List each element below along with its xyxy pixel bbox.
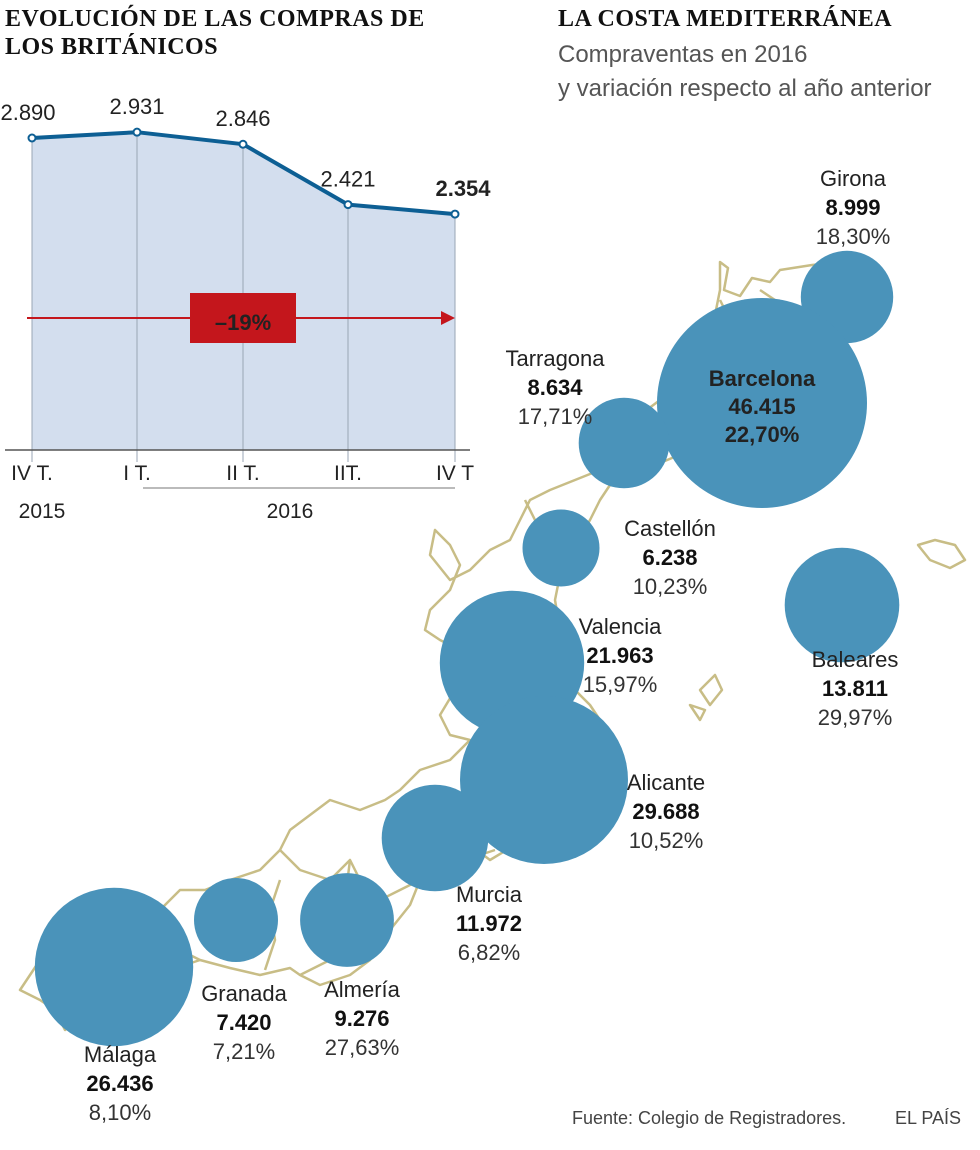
label-pct-almeria: 27,63% <box>325 1035 400 1060</box>
label-value-tarragona: 8.634 <box>527 375 583 400</box>
data-label-2: 2.846 <box>215 106 270 131</box>
map-labels: Girona 8.999 18,30% Barcelona 46.415 22,70% Ta… <box>84 166 899 1125</box>
bubble-alicante <box>460 696 628 864</box>
label-value-granada: 7.420 <box>216 1010 271 1035</box>
bubble-tarragona <box>578 397 670 489</box>
change-badge <box>190 293 296 343</box>
data-point-0 <box>27 133 37 143</box>
label-pct-malaga: 8,10% <box>89 1100 151 1125</box>
label-name-murcia: Murcia <box>456 882 523 907</box>
map-subtitle: Compraventas en 2016 y variación respect… <box>558 38 978 106</box>
label-pct-barcelona: 22,70% <box>725 422 800 447</box>
year-label-1: 2016 <box>267 500 314 523</box>
x-tick-2: II T. <box>226 462 259 485</box>
bubble-granada <box>194 878 278 962</box>
label-name-alicante: Alicante <box>627 770 705 795</box>
label-value-girona: 8.999 <box>825 195 880 220</box>
menorca-outline <box>916 538 967 570</box>
label-value-malaga: 26.436 <box>86 1071 153 1096</box>
year-label-0: 2015 <box>19 500 66 523</box>
label-value-castellon: 6.238 <box>642 545 697 570</box>
label-name-castellon: Castellón <box>624 516 716 541</box>
formentera-outline <box>688 703 707 722</box>
data-label-4: 2.354 <box>435 176 491 201</box>
change-arrow-head <box>441 311 455 325</box>
map-subtitle-line1: Compraventas en 2016 <box>558 41 808 68</box>
left-chart-title: EVOLUCIÓN DE LAS COMPRAS DE LOS BRITÁNIC… <box>5 6 425 60</box>
bubble-almeria <box>300 873 394 967</box>
bubble-murcia <box>381 784 489 892</box>
bubble-baleares <box>784 547 900 663</box>
label-name-valencia: Valencia <box>579 614 663 639</box>
x-tick-3: IIT. <box>334 462 362 485</box>
data-point-3 <box>343 200 353 210</box>
data-label-3: 2.421 <box>320 167 375 192</box>
label-name-granada: Granada <box>201 981 287 1006</box>
label-name-girona: Girona <box>820 166 887 191</box>
data-point-4 <box>450 209 460 219</box>
data-label-0: 2.890 <box>0 100 55 125</box>
label-value-barcelona: 46.415 <box>728 394 795 419</box>
data-label-1: 2.931 <box>109 94 164 119</box>
label-pct-alicante: 10,52% <box>629 828 704 853</box>
label-pct-girona: 18,30% <box>816 224 891 249</box>
label-value-murcia: 11.972 <box>456 911 522 936</box>
x-tick-1: I T. <box>123 462 151 485</box>
label-value-almeria: 9.276 <box>334 1006 389 1031</box>
data-point-2 <box>238 139 248 149</box>
ibiza-outline <box>698 673 724 707</box>
line-chart: 2.890 2.931 2.846 2.421 2.354 IV T. I T. II T. I… <box>0 94 491 523</box>
label-value-baleares: 13.811 <box>822 676 888 701</box>
x-tick-4: IV T <box>436 462 474 485</box>
label-name-malaga: Málaga <box>84 1042 157 1067</box>
change-badge-label: –19% <box>215 310 271 335</box>
brand-label: EL PAÍS <box>895 1108 962 1128</box>
bubble-malaga <box>34 887 194 1047</box>
map-bubbles <box>34 250 900 1047</box>
label-name-barcelona: Barcelona <box>709 366 816 391</box>
x-tick-0: IV T. <box>11 462 53 485</box>
label-name-baleares: Baleares <box>812 647 899 672</box>
label-pct-valencia: 15,97% <box>583 672 658 697</box>
label-pct-murcia: 6,82% <box>458 940 520 965</box>
label-pct-granada: 7,21% <box>213 1039 275 1064</box>
label-pct-castellon: 10,23% <box>633 574 708 599</box>
label-name-almeria: Almería <box>324 977 401 1002</box>
map-title: LA COSTA MEDITERRÁNEA <box>558 6 893 32</box>
source-note: Fuente: Colegio de Registradores. <box>572 1108 847 1128</box>
label-value-alicante: 29.688 <box>632 799 699 824</box>
map-subtitle-line2: y variación respecto al año anterior <box>558 75 932 102</box>
label-name-tarragona: Tarragona <box>505 346 605 371</box>
label-value-valencia: 21.963 <box>586 643 653 668</box>
bubble-barcelona <box>657 298 867 508</box>
data-point-1 <box>132 127 142 137</box>
label-pct-baleares: 29,97% <box>818 705 893 730</box>
bubble-castellon <box>522 509 600 587</box>
label-pct-tarragona: 17,71% <box>518 404 593 429</box>
